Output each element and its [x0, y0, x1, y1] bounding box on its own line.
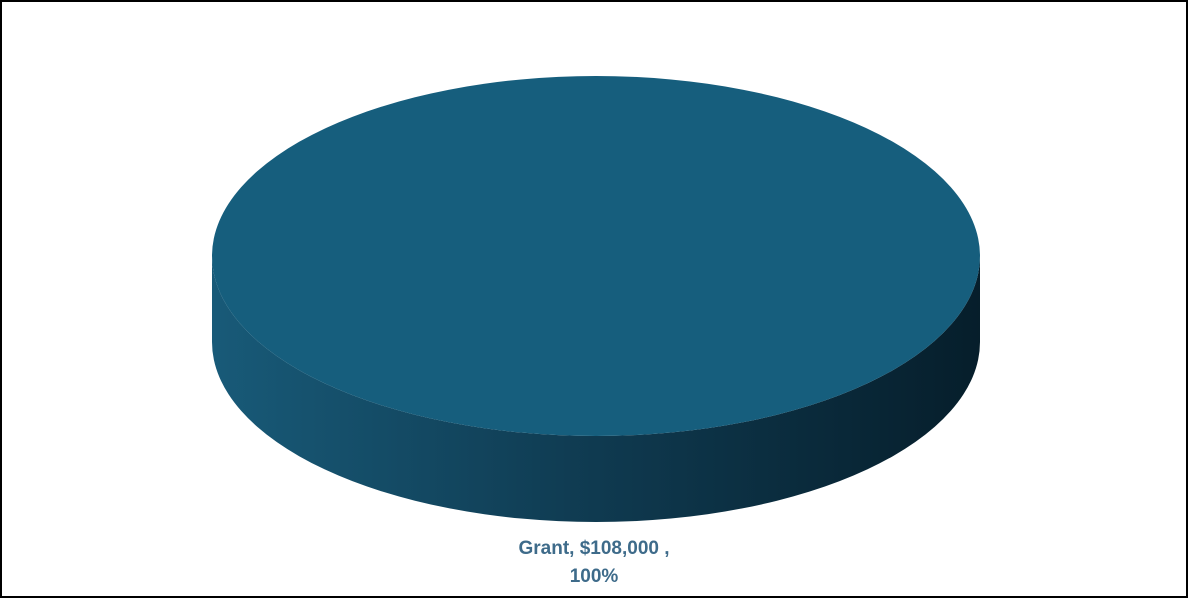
pie-slice-grant — [212, 76, 980, 436]
pie-slices-layer — [212, 76, 980, 522]
pie-side-wall — [212, 256, 980, 522]
slice-label-percent: 100% — [569, 566, 619, 587]
slice-label-name-value: Grant, $108,000 , — [518, 538, 670, 559]
